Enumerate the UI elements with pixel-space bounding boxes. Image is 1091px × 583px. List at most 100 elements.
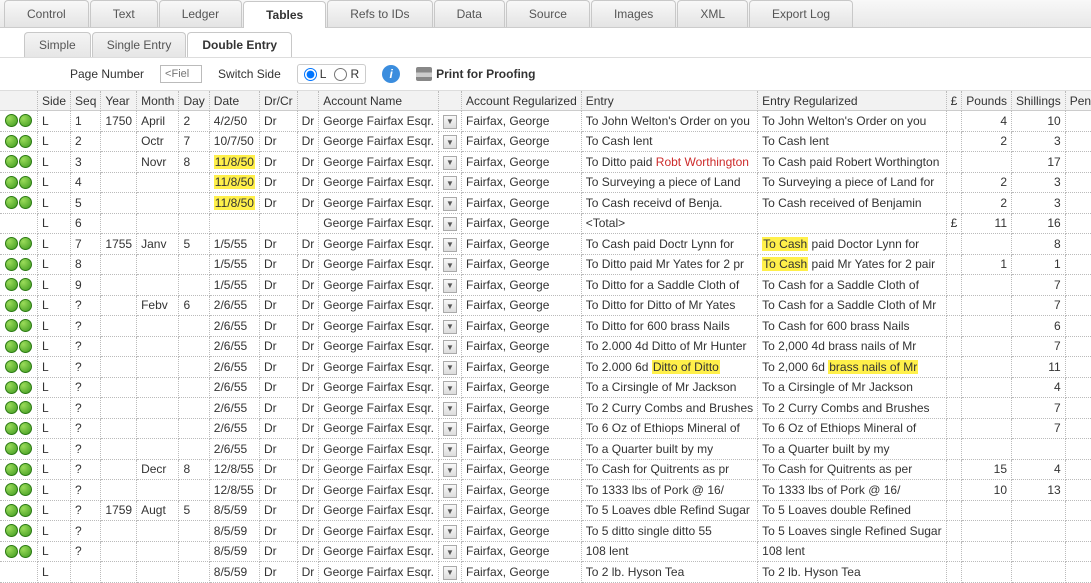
cell-day[interactable] [179,193,209,214]
cell-pounds[interactable]: 2 [962,193,1012,214]
cell-seq[interactable]: ? [71,398,101,419]
cell-side[interactable]: L [38,234,71,255]
cell-entry-reg[interactable]: To 2,000 6d brass nails of Mr [758,357,946,378]
cell-month[interactable] [137,521,179,542]
cell-side[interactable]: L [38,214,71,235]
cell-entry[interactable]: To John Welton's Order on you [582,111,758,132]
cell-drcr[interactable]: Dr [260,419,298,440]
cell-seq[interactable]: 6 [71,214,101,235]
col-header[interactable]: Shillings [1012,91,1066,111]
add-row-icon[interactable] [19,340,32,353]
cell-year[interactable] [101,296,137,317]
cell-day[interactable] [179,357,209,378]
cell-entry[interactable]: To 2.000 6d Ditto of Ditto [582,357,758,378]
cell-side[interactable]: L [38,275,71,296]
cell-drcr[interactable]: Dr [298,480,320,501]
cell-pounds[interactable] [962,378,1012,399]
chevron-down-icon[interactable]: ▼ [443,258,457,272]
cell-entry-reg[interactable]: To Cash paid Doctor Lynn for [758,234,946,255]
cell-pound-symbol[interactable] [947,439,963,460]
col-header[interactable]: Date [210,91,260,111]
cell-shillings[interactable]: 4 [1012,378,1066,399]
tab-ledger[interactable]: Ledger [159,0,242,27]
cell-account-name[interactable]: George Fairfax Esqr. [319,193,439,214]
cell-side[interactable]: L [38,337,71,358]
cell-pounds[interactable] [962,275,1012,296]
tab-control[interactable]: Control [4,0,89,27]
cell-drcr[interactable]: Dr [298,460,320,481]
cell-month[interactable] [137,378,179,399]
cell-pence[interactable] [1066,255,1091,276]
cell-year[interactable] [101,562,137,583]
cell-date[interactable]: 11/8/50 [210,152,260,173]
cell-shillings[interactable]: 13 [1012,480,1066,501]
add-row-icon[interactable] [19,319,32,332]
cell-seq[interactable]: ? [71,460,101,481]
cell-month[interactable] [137,193,179,214]
cell-year[interactable] [101,521,137,542]
cell-pound-symbol[interactable] [947,419,963,440]
cell-pence[interactable] [1066,398,1091,419]
add-row-icon[interactable] [5,504,18,517]
cell-entry[interactable]: To 2 Curry Combs and Brushes [582,398,758,419]
cell-day[interactable] [179,542,209,563]
cell-day[interactable]: 8 [179,460,209,481]
cell-date[interactable]: 10/7/50 [210,132,260,153]
cell-pound-symbol[interactable] [947,542,963,563]
cell-day[interactable] [179,562,209,583]
cell-month[interactable] [137,214,179,235]
cell-pounds[interactable] [962,296,1012,317]
cell-pence[interactable] [1066,234,1091,255]
cell-pence[interactable] [1066,132,1091,153]
radio-r[interactable]: R [334,67,359,81]
cell-account-reg[interactable]: Fairfax, George [462,542,582,563]
cell-day[interactable] [179,337,209,358]
cell-pounds[interactable] [962,398,1012,419]
cell-seq[interactable]: 5 [71,193,101,214]
cell-account-name[interactable]: George Fairfax Esqr. [319,480,439,501]
cell-seq[interactable]: ? [71,337,101,358]
cell-drcr[interactable]: Dr [260,296,298,317]
cell-account-name[interactable]: George Fairfax Esqr. [319,275,439,296]
cell-year[interactable] [101,378,137,399]
cell-pence[interactable]: 3 [1066,214,1091,235]
cell-pounds[interactable]: 11 [962,214,1012,235]
cell-account-reg[interactable]: Fairfax, George [462,337,582,358]
cell-seq[interactable]: 9 [71,275,101,296]
cell-pounds[interactable]: 2 [962,132,1012,153]
cell-pence[interactable] [1066,460,1091,481]
cell-seq[interactable]: ? [71,357,101,378]
cell-drcr[interactable]: Dr [298,521,320,542]
cell-shillings[interactable] [1012,562,1066,583]
cell-year[interactable] [101,542,137,563]
cell-side[interactable]: L [38,562,71,583]
cell-drcr[interactable]: Dr [298,275,320,296]
cell-pound-symbol[interactable] [947,275,963,296]
cell-month[interactable]: Decr [137,460,179,481]
cell-date[interactable]: 2/6/55 [210,398,260,419]
cell-month[interactable]: Octr [137,132,179,153]
add-row-icon[interactable] [19,504,32,517]
cell-side[interactable]: L [38,193,71,214]
cell-entry-reg[interactable]: To a Quarter built by my [758,439,946,460]
cell-entry-reg[interactable]: To a Cirsingle of Mr Jackson [758,378,946,399]
cell-entry[interactable]: To Ditto paid Robt Worthington [582,152,758,173]
cell-account-name[interactable]: George Fairfax Esqr. [319,501,439,522]
cell-drcr[interactable]: Dr [260,173,298,194]
add-row-icon[interactable] [19,196,32,209]
cell-seq[interactable]: 2 [71,132,101,153]
add-row-icon[interactable] [19,463,32,476]
cell-entry-reg[interactable]: To Cash for a Saddle Cloth of Mr [758,296,946,317]
cell-drcr[interactable] [298,214,320,235]
add-row-icon[interactable] [19,545,32,558]
cell-pound-symbol[interactable] [947,501,963,522]
cell-date[interactable]: 4/2/50 [210,111,260,132]
chevron-down-icon[interactable]: ▼ [443,279,457,293]
add-row-icon[interactable] [5,545,18,558]
cell-account-reg[interactable]: Fairfax, George [462,296,582,317]
cell-pounds[interactable] [962,521,1012,542]
cell-shillings[interactable]: 10 [1012,111,1066,132]
cell-account-reg[interactable]: Fairfax, George [462,460,582,481]
grid-scroll[interactable]: SideSeqYearMonthDayDateDr/CrAccount Name… [0,91,1091,583]
cell-seq[interactable]: ? [71,419,101,440]
